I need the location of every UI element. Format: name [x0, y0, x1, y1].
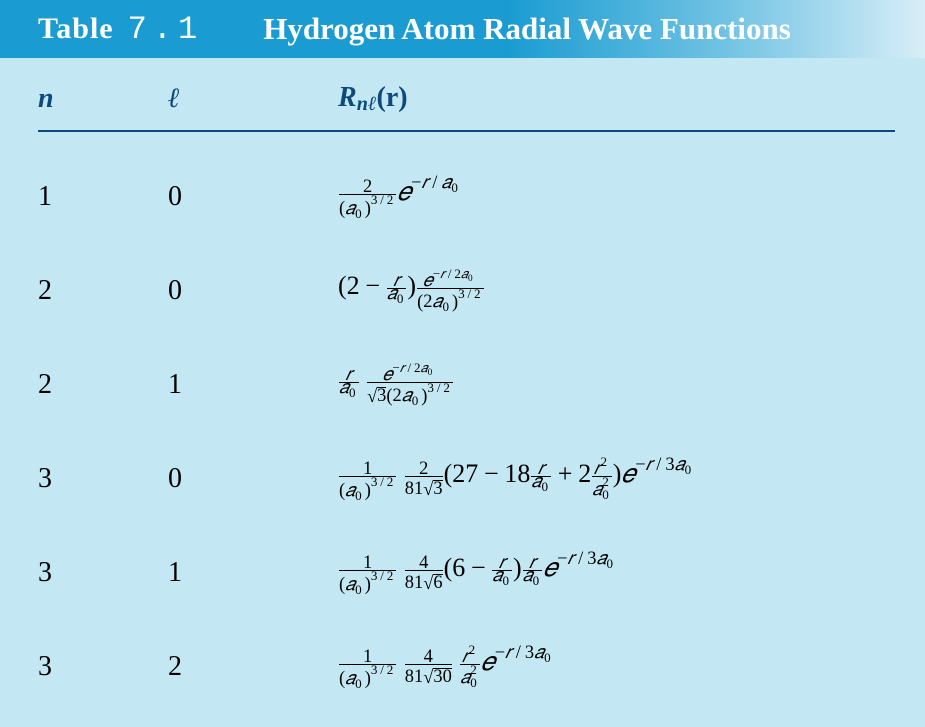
col-header-R-arg: (r) [377, 82, 408, 113]
cell-n: 1 [38, 181, 168, 213]
cell-formula: (2− ra0 ) e−r/2a0 (2a0)3/2 [338, 270, 895, 313]
col-header-R: Rnℓ(r) [338, 82, 895, 116]
table-title: Hydrogen Atom Radial Wave Functions [263, 11, 791, 47]
cell-l: 0 [168, 463, 338, 495]
table-row: 32 1 (a0)3/2 48130 r2a02 e−r/3a0 [38, 620, 895, 714]
table-row: 21 ra0 e−r/2a0 3 (2a0)3/2 [38, 338, 895, 432]
cell-formula: 2 (a0)3/2 e−r/a0 [338, 175, 895, 219]
cell-l: 1 [168, 369, 338, 401]
table-row: 10 2 (a0)3/2 e−r/a0 [38, 150, 895, 244]
cell-n: 2 [38, 275, 168, 307]
cell-formula: 1 (a0)3/2 2813 ( 27−18 ra0 +2 r2a02 ) e−… [338, 457, 895, 501]
cell-formula: 1 (a0)3/2 48130 r2a02 e−r/3a0 [338, 645, 895, 689]
cell-n: 3 [38, 463, 168, 495]
table-body: n ℓ Rnℓ(r) 10 2 (a0)3/2 e−r/a0 20 (2− ra… [0, 58, 925, 727]
col-header-l: ℓ [168, 83, 338, 115]
cell-l: 1 [168, 557, 338, 589]
cell-n: 3 [38, 557, 168, 589]
cell-l: 0 [168, 275, 338, 307]
cell-n: 2 [38, 369, 168, 401]
cell-formula: 1 (a0)3/2 4816 (6− ra0 ) ra0 e−r/3a0 [338, 551, 895, 595]
table-label: Table [38, 12, 114, 46]
cell-n: 3 [38, 651, 168, 683]
col-header-R-sub: nℓ [357, 93, 377, 115]
cell-formula: ra0 e−r/2a0 3 (2a0)3/2 [338, 364, 895, 407]
cell-l: 0 [168, 181, 338, 213]
col-header-n: n [38, 83, 168, 115]
col-header-R-prefix: R [338, 82, 357, 113]
table-number: 7.1 [128, 11, 204, 48]
table-header-bar: Table 7.1 Hydrogen Atom Radial Wave Func… [0, 0, 925, 58]
cell-l: 2 [168, 651, 338, 683]
table-row: 31 1 (a0)3/2 4816 (6− ra0 ) ra0 e−r/3a0 [38, 526, 895, 620]
table-row: 20 (2− ra0 ) e−r/2a0 (2a0)3/2 [38, 244, 895, 338]
page: Table 7.1 Hydrogen Atom Radial Wave Func… [0, 0, 925, 727]
column-header-row: n ℓ Rnℓ(r) [38, 82, 895, 132]
table-row: 30 1 (a0)3/2 2813 ( 27−18 ra0 +2 r2a02 )… [38, 432, 895, 526]
